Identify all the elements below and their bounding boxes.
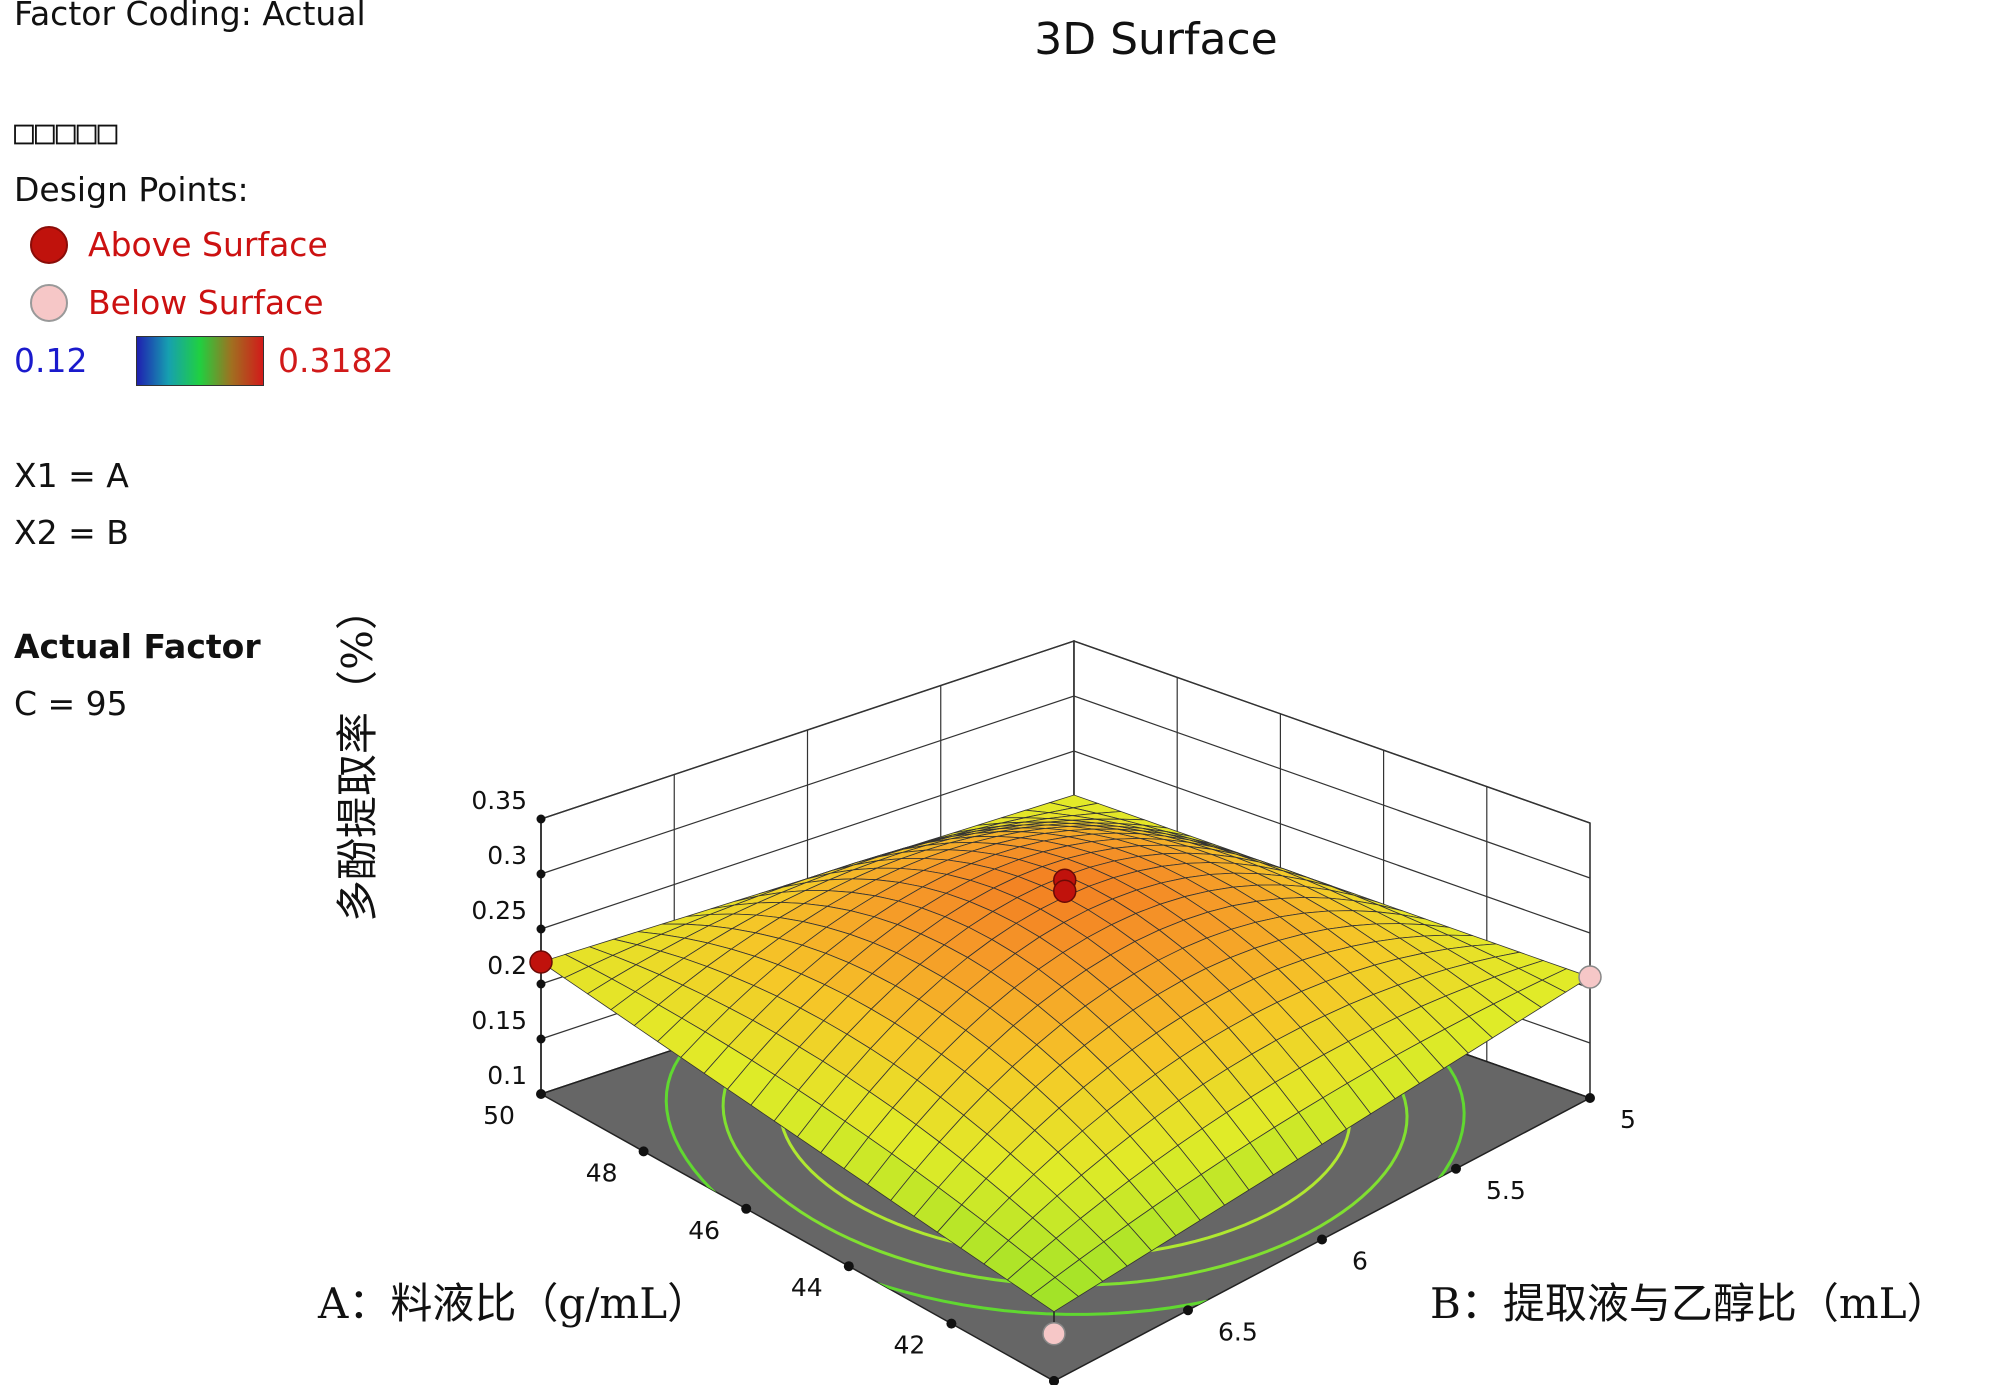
- z-axis: 0.1 0.15 0.2 0.25 0.3 0.35: [471, 786, 546, 1099]
- b-axis-tick-dot-0: [1585, 1093, 1595, 1103]
- a-axis-tick-dot-1: [946, 1318, 957, 1329]
- z-axis-title: 多酚提取率（%）: [333, 588, 382, 922]
- z-axis-tick-label-4: 0.3: [487, 841, 527, 870]
- surface-layer: [540, 794, 1591, 1313]
- color-scale-max: 0.3182: [278, 341, 394, 380]
- x1-mapping: X1 = A: [14, 456, 129, 495]
- z-axis-tick-dot-5: [536, 814, 546, 824]
- design-points-label: Design Points:: [14, 170, 249, 209]
- design-point-1: [1053, 879, 1077, 903]
- actual-factor-value: C = 95: [14, 684, 128, 723]
- b-axis-tick-label-3: 6.5: [1218, 1317, 1258, 1346]
- above-surface-label: Above Surface: [88, 225, 328, 264]
- a-axis-tick-label-4: 48: [586, 1158, 618, 1187]
- axis-labels: A：料液比（g/mL） B：提取液与乙醇比（mL） 多酚提取率（%）: [317, 588, 1949, 1328]
- b-axis-tick-label-2: 6: [1352, 1247, 1368, 1276]
- b-axis-tick-dot-4: [1049, 1376, 1059, 1385]
- color-scale-bar: [136, 336, 264, 386]
- x2-mapping: X2 = B: [14, 513, 129, 552]
- design-point-2: [529, 950, 553, 974]
- z-axis-tick-dot-0: [536, 1089, 546, 1099]
- z-axis-tick-dot-1: [536, 1034, 546, 1044]
- z-axis-tick-label-5: 0.35: [471, 786, 527, 815]
- z-axis-tick-label-3: 0.25: [471, 896, 527, 925]
- design-point-4: [1042, 1321, 1066, 1346]
- a-axis-title: A：料液比（g/mL）: [317, 1279, 709, 1328]
- b-axis-tick-dot-3: [1183, 1305, 1193, 1316]
- b-axis-title: B：提取液与乙醇比（mL）: [1430, 1279, 1949, 1328]
- b-axis-tick-label-1: 5.5: [1486, 1176, 1526, 1205]
- a-axis-tick-dot-4: [638, 1146, 649, 1157]
- b-axis-tick-label-0: 5: [1620, 1105, 1636, 1134]
- below-surface-marker-icon: [30, 284, 68, 322]
- z-axis-tick-label-1: 0.15: [471, 1006, 527, 1035]
- a-axis-tick-dot-3: [741, 1203, 752, 1214]
- actual-factor-heading: Actual Factor: [14, 627, 261, 666]
- floor-axes: 40424446485055.566.57: [483, 1089, 1636, 1385]
- z-axis-tick-label-2: 0.2: [487, 951, 527, 980]
- z-axis-tick-dot-4: [536, 869, 546, 879]
- design-points: [529, 868, 1602, 1346]
- b-axis-tick-dot-2: [1317, 1234, 1327, 1245]
- z-axis-tick-dot-3: [536, 924, 546, 934]
- response-name-label: □□□□□: [14, 112, 119, 151]
- design-point-3: [1578, 965, 1602, 989]
- a-axis-tick-label-3: 46: [688, 1216, 720, 1245]
- factor-coding-label: Factor Coding: Actual: [14, 0, 366, 33]
- a-axis-tick-label-1: 42: [893, 1331, 925, 1360]
- above-surface-marker-icon: [30, 226, 68, 264]
- color-scale-min: 0.12: [14, 341, 88, 380]
- b-axis-tick-dot-1: [1451, 1163, 1461, 1174]
- surface-cell-21-0: [1030, 1276, 1080, 1313]
- below-surface-label: Below Surface: [88, 283, 324, 322]
- z-axis-tick-dot-2: [536, 979, 546, 989]
- a-axis-tick-dot-2: [843, 1261, 854, 1272]
- chart-title: 3D Surface: [1034, 14, 1278, 65]
- a-axis-tick-label-2: 44: [791, 1273, 823, 1302]
- a-axis-tick-label-5: 50: [483, 1101, 515, 1130]
- z-axis-tick-label-0: 0.1: [487, 1061, 527, 1090]
